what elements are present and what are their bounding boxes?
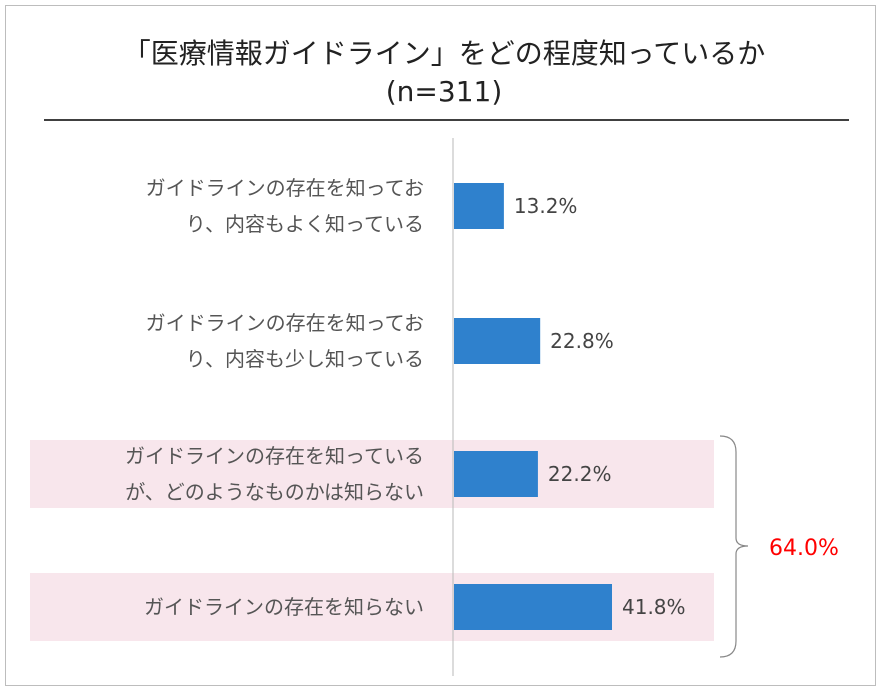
highlight-band [30,440,714,508]
category-label: ガイドラインの存在を知っているが、どのようなものかは知らない [125,444,424,504]
bar [454,451,538,497]
bar [454,318,541,364]
category-labels: ガイドラインの存在を知っており、内容もよく知っているガイドラインの存在を知ってお… [125,176,424,619]
value-label: 41.8% [622,595,686,619]
bars [454,183,613,630]
chart-subtitle: (n=311) [386,75,503,108]
value-labels: 13.2% 22.8% 22.2% 41.8% [514,194,686,619]
bar-chart: 「医療情報ガイドライン」をどの程度知っているか (n=311) ガイドラインの存… [30,37,849,676]
total-bracket [719,435,749,658]
chart-frame: 「医療情報ガイドライン」をどの程度知っているか (n=311) ガイドラインの存… [5,5,876,686]
value-label: 13.2% [514,194,578,218]
bar [454,183,504,229]
category-label: ガイドラインの存在を知らない [144,595,424,619]
value-label: 22.8% [550,329,614,353]
category-label: ガイドラインの存在を知っており、内容もよく知っている [146,176,424,236]
chart-title: 「医療情報ガイドライン」をどの程度知っているか [123,37,766,70]
category-label: ガイドラインの存在を知っており、内容も少し知っている [146,311,424,371]
value-label: 22.2% [548,462,612,486]
total-label: 64.0% [769,536,839,561]
bar [454,584,613,630]
